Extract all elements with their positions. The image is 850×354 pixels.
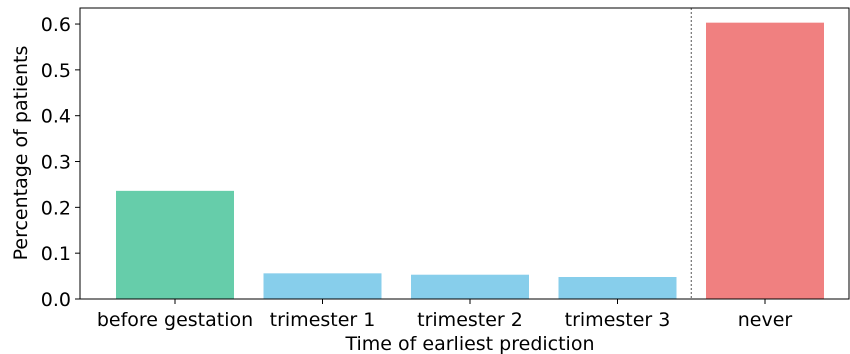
y-tick-label: 0.2 [41, 197, 71, 219]
bar-never [706, 22, 824, 300]
x-tick-label: never [738, 309, 793, 331]
bar-before-gestation [116, 190, 234, 299]
bars-group [116, 22, 824, 300]
y-axis-label: Percentage of patients [10, 46, 32, 261]
x-axis-ticks: before gestation trimester 1 trimester 2 tr… [97, 299, 793, 331]
y-tick-label: 0.0 [41, 289, 71, 311]
x-tick-label: trimester 1 [270, 309, 376, 331]
y-tick-label: 0.4 [41, 106, 71, 128]
y-tick-label: 0.5 [41, 60, 71, 82]
x-tick-label: trimester 3 [565, 309, 671, 331]
plot-frame [79, 7, 850, 300]
bar-trimester-2 [411, 274, 529, 299]
x-tick-label: trimester 2 [417, 309, 523, 331]
x-axis-label: Time of earliest prediction [345, 333, 595, 354]
y-tick-label: 0.6 [41, 14, 71, 36]
y-tick-label: 0.1 [41, 243, 71, 265]
y-axis-ticks: 0.0 0.1 0.2 0.3 0.4 0.5 0.6 [41, 14, 80, 311]
x-tick-label: before gestation [97, 309, 253, 331]
bar-trimester-1 [263, 273, 382, 299]
bar-trimester-3 [558, 277, 677, 299]
y-tick-label: 0.3 [41, 152, 71, 174]
